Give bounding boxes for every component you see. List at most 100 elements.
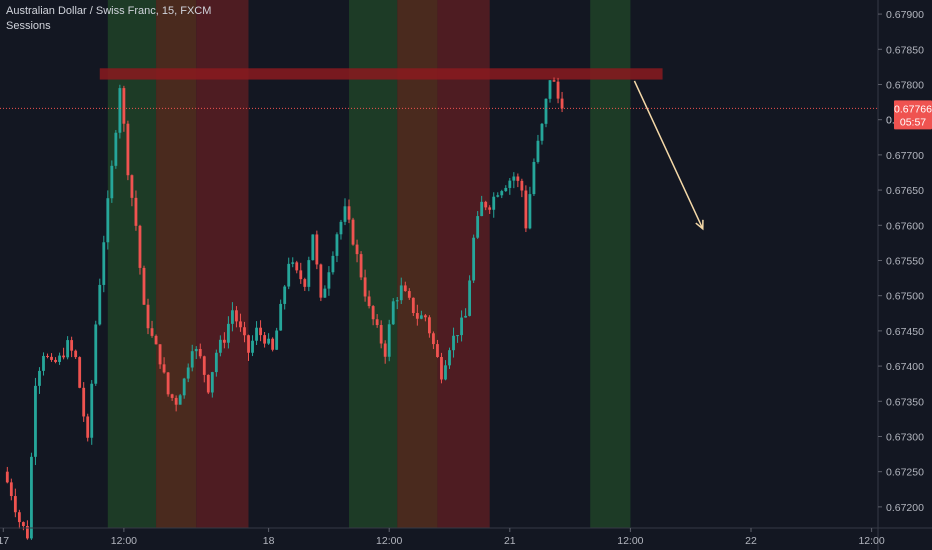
candle: [287, 257, 291, 290]
candle: [9, 478, 13, 501]
candle-body: [86, 416, 90, 438]
candle-body: [560, 98, 564, 109]
candle: [492, 192, 496, 218]
candle-body: [154, 335, 158, 345]
candle-body: [74, 350, 78, 358]
candle-body: [222, 339, 226, 343]
candle-body: [94, 324, 98, 384]
candlesticks: [5, 77, 564, 540]
candle: [283, 284, 287, 310]
time-tick-label: 12:00: [617, 535, 643, 547]
candle: [279, 299, 283, 331]
candle: [154, 334, 158, 345]
candle: [411, 297, 415, 316]
candle-body: [287, 263, 291, 287]
candle-body: [275, 330, 279, 350]
session-band-brown: [156, 0, 197, 528]
candle: [407, 288, 411, 300]
symbol-title[interactable]: Australian Dollar / Swiss Franc, 15, FXC…: [6, 5, 212, 17]
price-tick-label: 0.67500: [886, 291, 924, 303]
candle: [560, 91, 564, 113]
candle-body: [428, 317, 431, 334]
candle-body: [130, 175, 134, 198]
candle: [86, 413, 90, 442]
candle-body: [407, 291, 411, 298]
candle: [540, 122, 544, 145]
candle: [50, 353, 53, 362]
arrow-shaft: [633, 80, 704, 230]
time-tick-label: 12:00: [111, 535, 137, 547]
candle-body: [359, 254, 363, 278]
candle-body: [448, 350, 451, 366]
candle: [231, 302, 234, 332]
candle: [94, 320, 98, 386]
candle: [448, 347, 451, 369]
partial-tick-label: 0.: [886, 114, 895, 126]
candle-body: [335, 234, 339, 256]
candle-body: [271, 338, 275, 350]
candle: [222, 332, 226, 349]
candle: [347, 199, 351, 224]
candle-body: [150, 328, 154, 336]
time-axis[interactable]: 17 12:00 18 12:00 21 12:00 22 12:00: [0, 528, 885, 547]
candle: [387, 319, 391, 362]
price-tick-label: 0.67700: [886, 150, 924, 162]
indicator-label[interactable]: Sessions: [6, 20, 51, 32]
candle-body: [295, 262, 299, 271]
candle: [508, 177, 512, 195]
candle-body: [170, 394, 174, 398]
candle: [82, 382, 86, 422]
candle: [42, 352, 45, 376]
session-bands: [107, 0, 631, 528]
candle-body: [259, 327, 262, 336]
candle: [391, 298, 395, 326]
candle: [126, 120, 130, 181]
candle-body: [303, 279, 307, 287]
candle: [339, 219, 343, 240]
candle: [118, 84, 122, 139]
candle: [464, 308, 467, 318]
candle: [214, 349, 218, 377]
session-band-green: [349, 0, 398, 528]
candle: [62, 347, 65, 360]
candle-body: [206, 374, 210, 393]
candle-body: [315, 234, 319, 265]
price-tick-label: 0.67900: [886, 9, 924, 21]
candle-body: [327, 272, 331, 289]
candle-body: [379, 325, 383, 344]
candle-body: [198, 348, 202, 357]
candle: [307, 256, 311, 292]
candle-body: [251, 340, 254, 353]
candle-body: [30, 456, 33, 539]
candle-body: [399, 285, 403, 301]
candle-body: [492, 196, 496, 210]
time-tick-label: 18: [263, 535, 275, 547]
candle: [190, 344, 194, 372]
candle: [472, 234, 476, 284]
candle: [351, 217, 355, 246]
candle-body: [54, 359, 57, 362]
time-tick-label: 17: [0, 535, 9, 547]
candle-body: [46, 355, 49, 357]
candle-body: [82, 387, 86, 417]
candle-body: [484, 201, 488, 208]
candle-body: [419, 315, 423, 319]
candle-body: [528, 194, 532, 229]
candle-body: [444, 365, 447, 380]
candle-body: [98, 284, 102, 325]
candle-body: [524, 190, 528, 229]
candle-body: [383, 343, 387, 357]
candle: [166, 372, 170, 397]
price-tick-label: 0.67300: [886, 431, 924, 443]
candle: [150, 320, 154, 338]
candle: [194, 346, 198, 360]
candle: [26, 520, 29, 540]
candle: [476, 211, 480, 239]
price-tick-label: 0.67450: [886, 326, 924, 338]
candle: [323, 285, 327, 298]
candle-body: [339, 221, 343, 235]
candle-body: [440, 357, 443, 380]
candle-body: [488, 207, 492, 210]
